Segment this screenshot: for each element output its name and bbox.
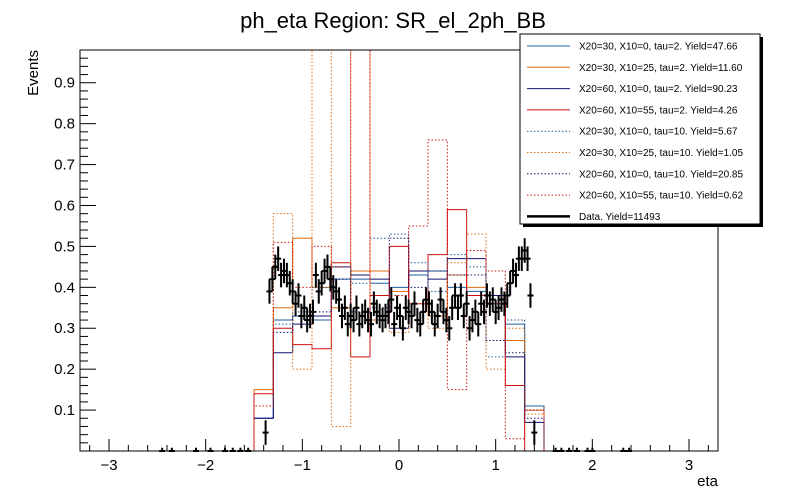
histogram-series-5 <box>80 233 718 452</box>
data-point <box>512 262 519 288</box>
x-tick-label: −1 <box>294 457 311 474</box>
legend-entry: X20=60, X10=0, tau=10. Yield=20.85 <box>527 169 743 180</box>
data-point <box>391 311 398 337</box>
data-point <box>475 311 482 337</box>
data-point <box>295 283 302 308</box>
legend-label: X20=60, X10=55, tau=2. Yield=4.26 <box>579 105 738 116</box>
y-tick-label: 0.1 <box>54 402 75 419</box>
legend: X20=30, X10=0, tau=2. Yield=47.66 X20=30,… <box>519 33 763 227</box>
legend-entry: X20=60, X10=55, tau=2. Yield=4.26 <box>527 105 738 116</box>
data-point <box>531 420 538 445</box>
y-tick-label: 0.4 <box>54 279 75 296</box>
legend-box <box>519 33 761 225</box>
y-axis: 0.1 0.2 0.3 0.4 0.5 0.6 0.7 0.8 0.9 <box>54 57 96 444</box>
y-tick-label: 0.2 <box>54 361 75 378</box>
y-tick-label: 0.6 <box>54 197 75 214</box>
data-point <box>411 291 418 316</box>
y-axis-label: Events <box>25 50 42 96</box>
x-tick-label: −3 <box>100 457 117 474</box>
data-point <box>312 262 319 288</box>
legend-entry: X20=60, X10=55, tau=10. Yield=0.62 <box>527 191 743 202</box>
data-point <box>457 283 464 308</box>
x-tick-label: 0 <box>395 457 403 474</box>
histogram-series-4 <box>80 209 718 452</box>
data-point <box>527 283 534 308</box>
legend-entry: X20=30, X10=25, tau=10. Yield=1.05 <box>527 148 743 159</box>
legend-label: X20=60, X10=55, tau=10. Yield=0.62 <box>579 191 743 202</box>
legend-entry: X20=60, X10=0, tau=2. Yield=90.23 <box>527 84 738 95</box>
legend-label: X20=30, X10=0, tau=2. Yield=47.66 <box>579 42 738 53</box>
y-tick-label: 0.5 <box>54 238 75 255</box>
legend-label: X20=60, X10=0, tau=2. Yield=90.23 <box>579 84 738 95</box>
legend-entry: Data. Yield=11493 <box>527 212 661 223</box>
legend-entry: X20=30, X10=0, tau=2. Yield=47.66 <box>527 42 738 53</box>
legend-label: X20=30, X10=25, tau=2. Yield=11.60 <box>579 63 743 74</box>
histogram-series-1 <box>80 270 718 452</box>
x-tick-label: −2 <box>197 457 214 474</box>
legend-label: X20=30, X10=25, tau=10. Yield=1.05 <box>579 148 743 159</box>
legend-entry: X20=30, X10=0, tau=10. Yield=5.67 <box>527 127 738 138</box>
x-axis-label: eta <box>697 473 719 490</box>
legend-entry: X20=30, X10=25, tau=2. Yield=11.60 <box>527 63 743 74</box>
data-point <box>275 246 282 271</box>
data-point <box>481 299 488 325</box>
histogram-series-2 <box>80 237 718 452</box>
data-point <box>524 246 531 271</box>
legend-label: X20=60, X10=0, tau=10. Yield=20.85 <box>579 169 743 180</box>
histogram-series-8 <box>80 49 718 452</box>
y-tick-label: 0.8 <box>54 116 75 133</box>
data-point <box>367 311 374 337</box>
data-point <box>353 295 360 321</box>
x-tick-label: 3 <box>685 457 693 474</box>
data-point <box>309 299 316 325</box>
legend-label: Data. Yield=11493 <box>579 212 661 223</box>
data-point <box>388 287 395 312</box>
y-tick-label: 0.9 <box>54 75 75 92</box>
x-tick-label: 1 <box>491 457 499 474</box>
legend-label: X20=30, X10=0, tau=10. Yield=5.67 <box>579 127 738 138</box>
y-tick-label: 0.3 <box>54 320 75 337</box>
y-tick-label: 0.7 <box>54 157 75 174</box>
plot-area <box>80 49 718 452</box>
data-point <box>399 315 406 341</box>
data-point <box>341 295 348 321</box>
chart-title: ph_eta Region: SR_el_2ph_BB <box>240 8 546 33</box>
data-point <box>434 303 441 329</box>
data-point <box>446 315 453 341</box>
data-point <box>463 291 470 316</box>
x-tick-label: 2 <box>588 457 596 474</box>
data-point <box>336 287 343 312</box>
x-axis: −3 −2 −1 0 1 2 3 <box>89 439 709 474</box>
data-point <box>262 420 269 445</box>
histogram-series-7 <box>80 237 718 452</box>
